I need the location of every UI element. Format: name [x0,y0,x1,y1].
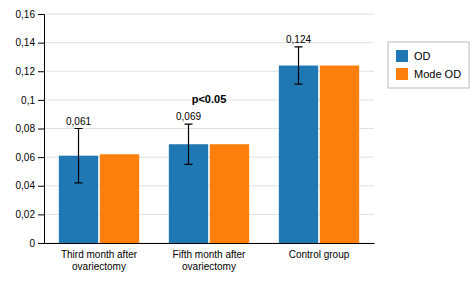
error-bar [295,47,303,84]
series [100,66,359,243]
marks [59,47,359,243]
legend-item: OD [396,50,431,62]
legend-label: OD [414,50,431,62]
tick-mark [38,157,44,158]
chart: 0 0,02 0,04 0,06 0,08 0,1 0,12 0,14 0,16 Third mo… [0,0,474,283]
tick: 0,06 [16,152,44,163]
x-axis: Third month afterovariectomyFifth month … [45,243,375,272]
tick-label: 0,04 [16,180,36,191]
bar [279,66,318,243]
tick-label: Control group [289,249,350,260]
bar [100,154,139,243]
bar [320,66,359,243]
legend: OD Mode OD [388,42,469,88]
legend-swatch [396,68,408,80]
grid [44,14,374,243]
tick-mark [38,186,44,187]
bar [210,144,249,243]
tick-mark [38,243,44,244]
tick-label: Third month afterovariectomy [61,249,138,272]
tick: 0,02 [16,209,44,220]
tick-label-line: ovariectomy [72,261,126,272]
tick-mark [38,71,44,72]
data-label: 0,069 [176,111,201,122]
tick: 0,1 [21,95,44,106]
tick-mark [38,14,44,15]
tick: 0,16 [16,9,44,20]
grid-line [44,14,374,15]
tick-label: 0,08 [16,123,36,134]
annotation: p<0.05 [192,93,227,105]
y-axis: 0 0,02 0,04 0,06 0,08 0,1 0,12 0,14 0,16 [16,9,45,249]
tick: Fifth month afterovariectomy [173,243,246,272]
tick-label: 0,12 [16,66,36,77]
chart-container: 0 0,02 0,04 0,06 0,08 0,1 0,12 0,14 0,16 Third mo… [0,0,474,283]
tick: 0,08 [16,123,44,134]
tick-mark [38,100,44,101]
axis-line [45,243,375,244]
legend-swatch [396,50,408,62]
tick-mark [38,129,44,130]
axis-line [38,15,45,244]
tick: Third month afterovariectomy [61,243,138,272]
tick-label: 0,02 [16,209,36,220]
tick-label-line: Third month after [61,249,138,260]
error-bar [75,129,83,183]
data-label: 0,124 [286,34,311,45]
tick-mark [38,43,44,44]
tick-label-line: Fifth month after [173,249,246,260]
tick-label: 0,1 [21,95,35,106]
tick-label-line: ovariectomy [182,261,236,272]
legend-item: Mode OD [396,68,461,80]
error-bar [185,124,193,164]
tick: 0,12 [16,66,44,77]
tick-label: 0 [29,238,35,249]
data-label: 0,061 [66,116,91,127]
tick: Control group [289,243,350,260]
tick-label: 0,06 [16,152,36,163]
grid-line [44,42,374,43]
tick: 0,14 [16,37,44,48]
tick: 0 [29,238,44,249]
legend-label: Mode OD [414,68,461,80]
tick-mark [38,214,44,215]
data-labels: 0,061 0,069 0,124 [66,34,311,127]
series [59,47,318,243]
tick-label: 0,16 [16,9,36,20]
tick: 0,04 [16,180,44,191]
tick-label: Fifth month afterovariectomy [173,249,246,272]
tick-label: 0,14 [16,37,36,48]
tick-label-line: Control group [289,249,350,260]
plot: 0 0,02 0,04 0,06 0,08 0,1 0,12 0,14 0,16 Third mo… [16,9,375,272]
legend-frame [388,42,469,88]
